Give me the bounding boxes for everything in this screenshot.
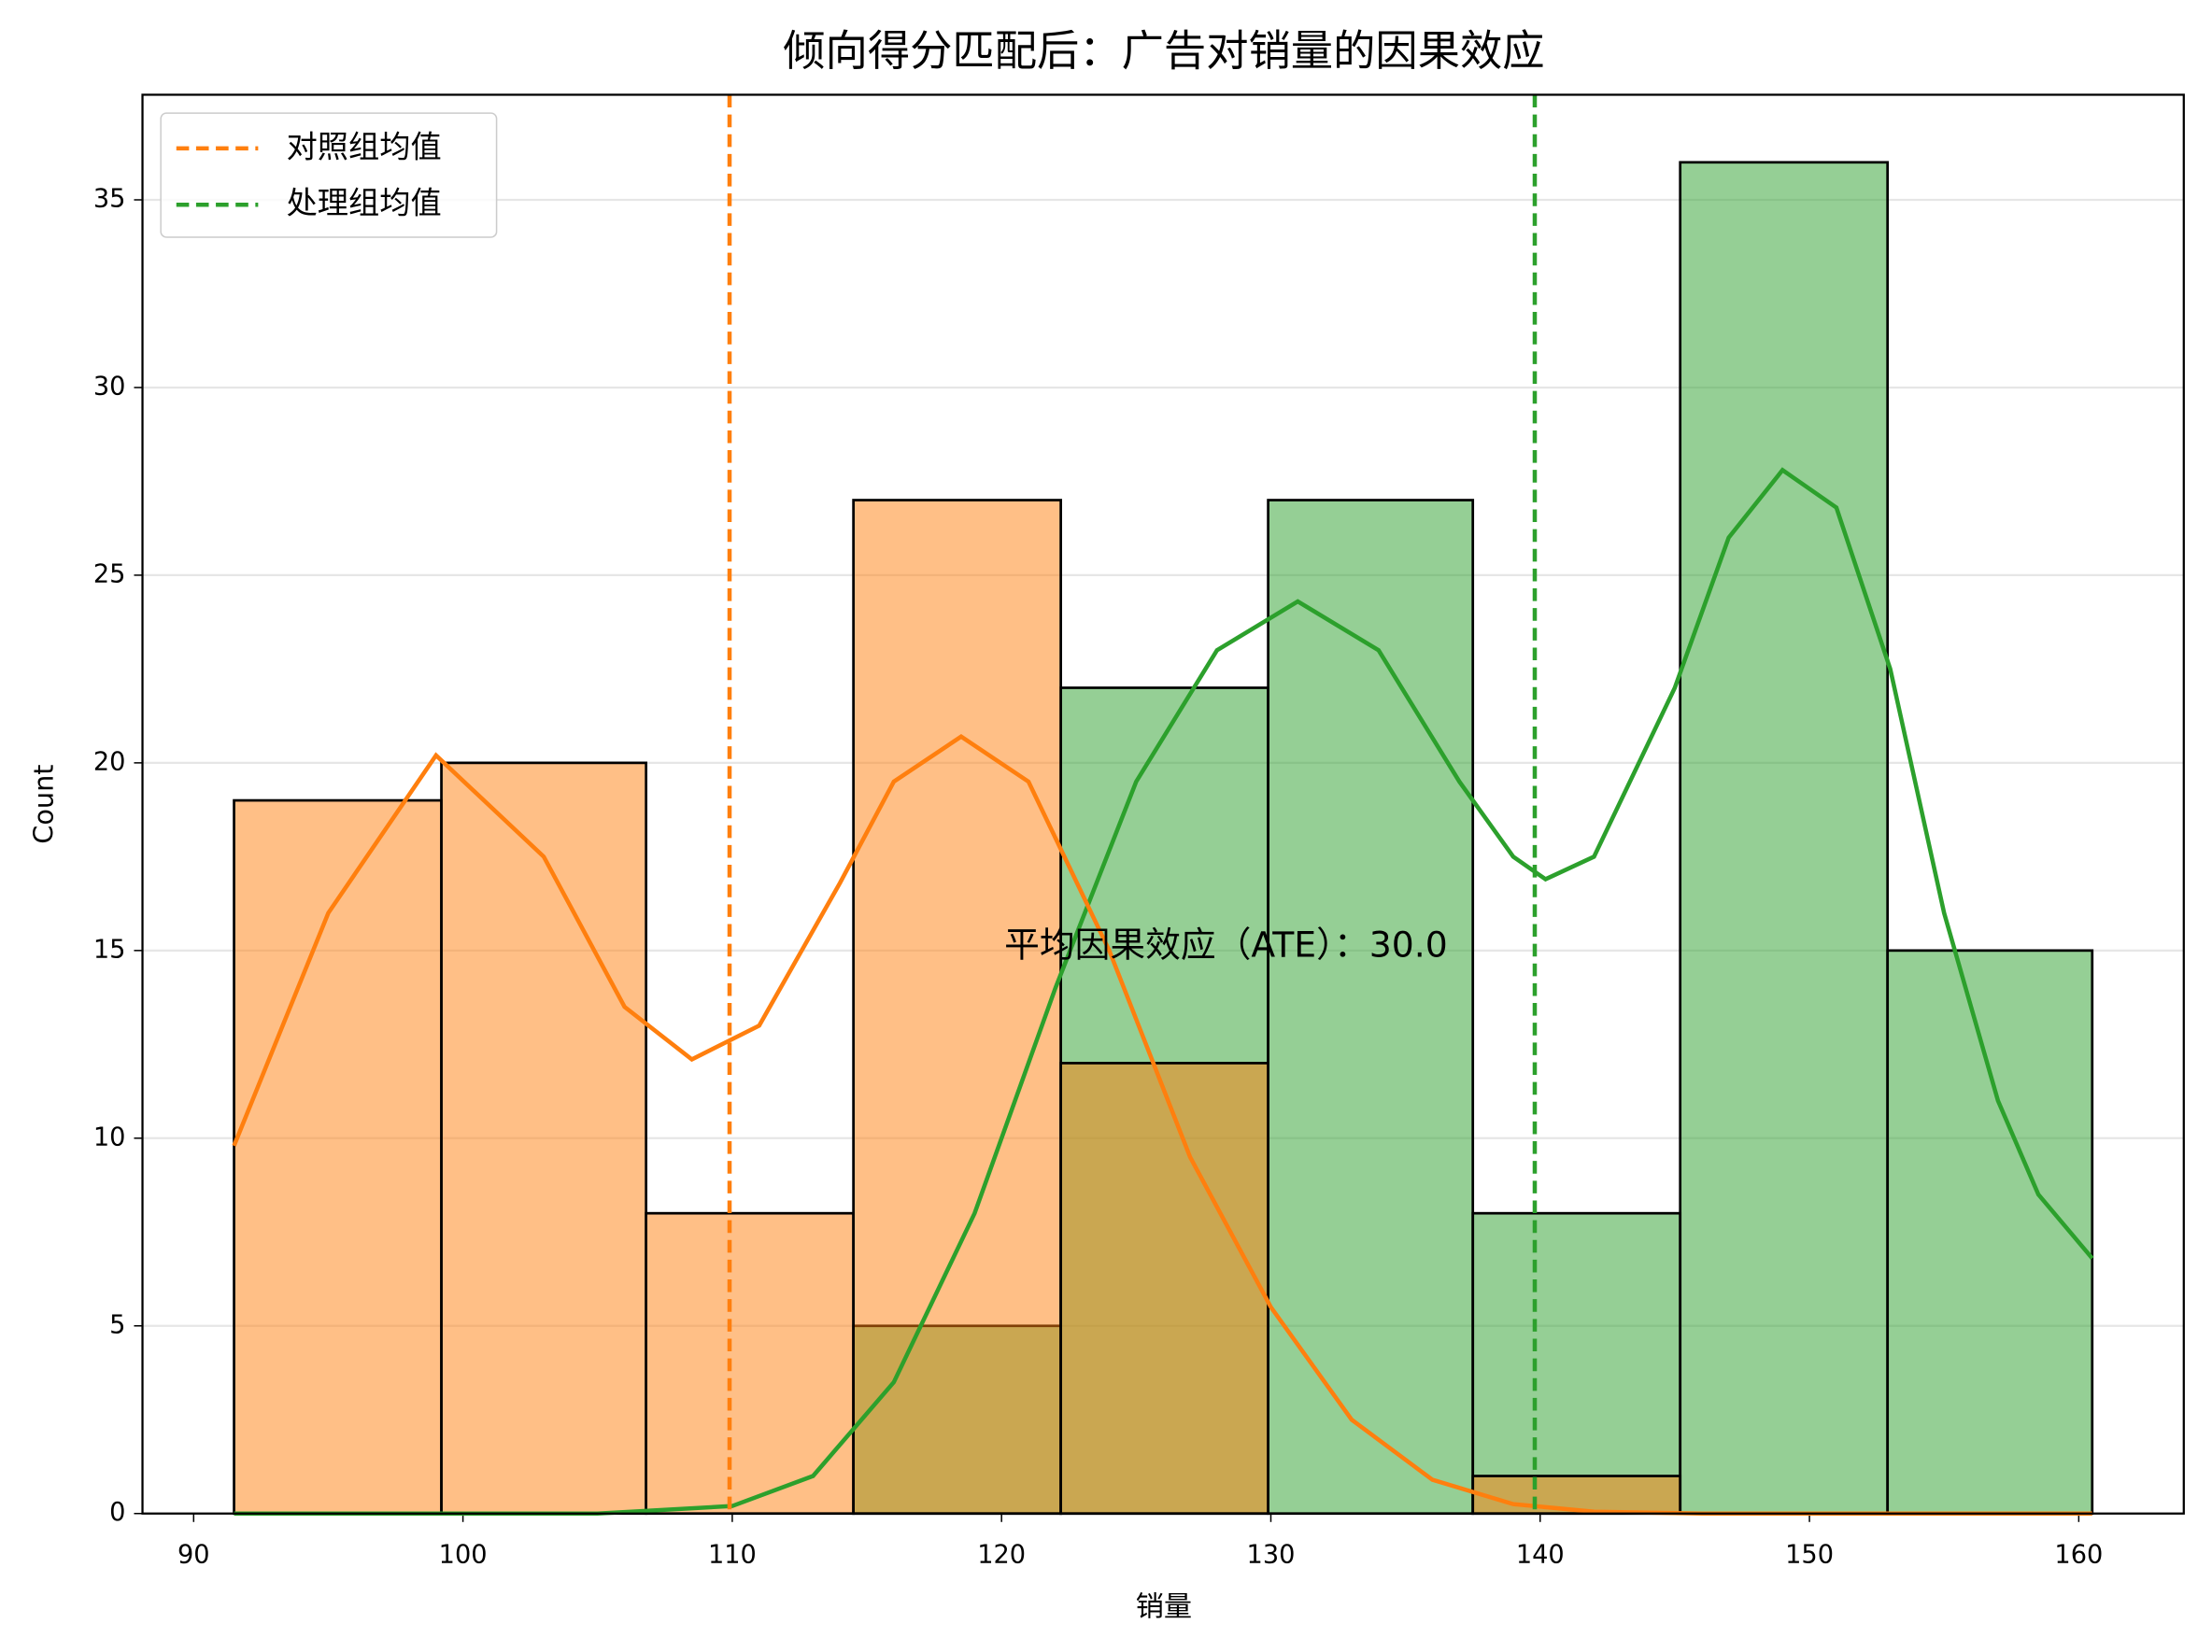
bar xyxy=(1679,161,1890,1516)
y-tick-label: 25 xyxy=(93,559,126,588)
kde-line xyxy=(234,467,2094,1516)
x-tick-label: 100 xyxy=(439,1541,488,1570)
bar xyxy=(1267,499,1475,1516)
x-tick-label: 140 xyxy=(1516,1541,1565,1570)
y-tick-label: 30 xyxy=(93,372,126,401)
y-axis-label: Count xyxy=(27,764,59,843)
y-tick-label: 5 xyxy=(109,1310,125,1339)
y-tick-label: 20 xyxy=(93,747,126,776)
x-axis-label: 销量 xyxy=(1136,1590,1192,1623)
x-tick-label: 160 xyxy=(2054,1541,2103,1570)
annotation: 平均因果效应（ATE）：30.0 xyxy=(1004,924,1448,965)
bar xyxy=(852,499,1062,1516)
bar xyxy=(1471,1475,1682,1516)
y-tick-label: 35 xyxy=(93,184,126,213)
bar xyxy=(1059,1062,1269,1516)
axes-frame xyxy=(141,93,2185,1515)
x-tick-label: 110 xyxy=(708,1541,757,1570)
bar xyxy=(1886,949,2094,1516)
legend-label: 处理组均值 xyxy=(287,185,442,221)
y-tick-label: 15 xyxy=(93,935,126,964)
legend-label: 对照组均值 xyxy=(287,128,442,164)
kde-line xyxy=(232,734,2092,1516)
bar xyxy=(233,798,443,1516)
bar xyxy=(645,1211,855,1516)
y-tick-label: 10 xyxy=(93,1123,126,1151)
x-tick-label: 90 xyxy=(177,1541,210,1570)
chart-title: 倾向得分匹配后：广告对销量的因果效应 xyxy=(783,26,1544,76)
x-tick-label: 120 xyxy=(977,1541,1026,1570)
y-tick-label: 0 xyxy=(109,1498,125,1527)
bar xyxy=(440,761,647,1516)
x-tick-label: 130 xyxy=(1247,1541,1296,1570)
x-tick-label: 150 xyxy=(1785,1541,1834,1570)
bar xyxy=(1471,1211,1682,1516)
